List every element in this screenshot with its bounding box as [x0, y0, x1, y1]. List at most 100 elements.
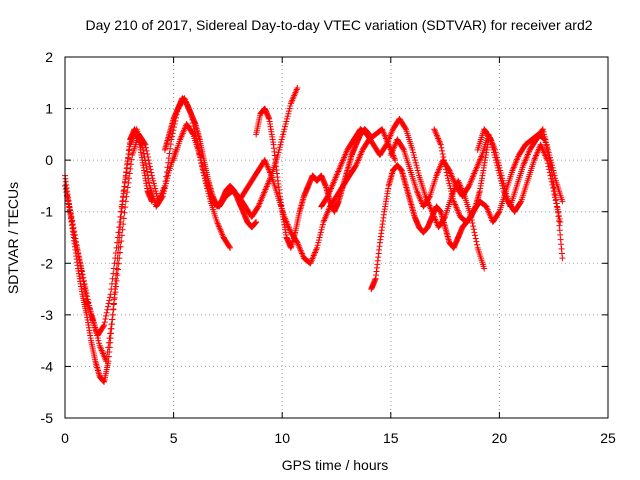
interp-point [111, 260, 118, 267]
interp-point [123, 193, 130, 200]
interp-point [446, 180, 453, 187]
interp-point [113, 283, 120, 290]
interp-point [445, 177, 452, 184]
interp-point [64, 196, 71, 203]
interp-point [280, 131, 287, 138]
interp-point [128, 161, 135, 168]
interp-point [493, 159, 500, 166]
interp-point [118, 238, 125, 245]
interp-point [140, 150, 147, 157]
interp-point [547, 157, 554, 164]
data-point [559, 198, 566, 205]
interp-point [441, 157, 448, 164]
interp-point [442, 166, 449, 173]
interp-point [426, 194, 433, 201]
interp-point [91, 322, 98, 329]
interp-point [319, 221, 326, 228]
interp-point [127, 165, 134, 172]
data-point [546, 151, 553, 158]
plot-frame [64, 56, 609, 419]
data-point [274, 151, 281, 158]
interp-point [277, 141, 284, 148]
interp-point [446, 182, 453, 189]
data-point [148, 172, 155, 179]
interp-point [201, 172, 208, 179]
interp-point [500, 185, 507, 192]
interp-point [282, 123, 289, 130]
interp-point [197, 154, 204, 161]
interp-point [496, 170, 503, 177]
interp-point [146, 179, 153, 186]
interp-point [414, 167, 421, 174]
interp-point [94, 332, 101, 339]
interp-point [94, 335, 101, 342]
interp-point [472, 232, 479, 239]
tick-labels-layer: 0 5 10 15 20 25 -5 -4 -3 -2 -1 0 1 2 [41, 49, 616, 446]
series-track-8 [318, 115, 488, 272]
y-tick-label: 1 [45, 101, 53, 117]
interp-point [411, 154, 418, 161]
interp-point [83, 292, 90, 299]
interp-point [121, 209, 128, 216]
series-track-10 [387, 131, 564, 226]
interp-point [275, 149, 282, 156]
interp-point [119, 193, 126, 200]
data-point [294, 84, 301, 91]
x-tick-label: 5 [170, 430, 178, 446]
y-tick-label: -3 [41, 307, 54, 323]
interp-point [109, 316, 116, 323]
interp-point [254, 204, 261, 211]
interp-point [410, 149, 417, 156]
interp-point [550, 170, 557, 177]
data-point [253, 219, 260, 226]
interp-point [278, 139, 285, 146]
interp-point [495, 209, 502, 216]
interp-point [105, 344, 112, 351]
data-point [539, 126, 546, 133]
interp-point [65, 200, 72, 207]
interp-point [112, 289, 119, 296]
interp-point [166, 150, 173, 157]
interp-point [142, 157, 149, 164]
interp-point [120, 221, 127, 228]
interp-point [439, 150, 446, 157]
interp-point [123, 169, 130, 176]
interp-point [317, 229, 324, 236]
interp-point [100, 323, 107, 330]
interp-point [293, 238, 300, 245]
interp-point [492, 157, 499, 164]
interp-point [146, 160, 153, 167]
interp-point [488, 139, 495, 146]
interp-point [118, 208, 125, 215]
interp-point [103, 353, 110, 360]
interp-point [113, 244, 120, 251]
interp-point [276, 146, 283, 153]
interp-point [71, 232, 78, 239]
interp-point [496, 172, 503, 179]
interp-point [92, 324, 99, 331]
interp-point [542, 136, 549, 143]
interp-point [92, 327, 99, 334]
interp-point [470, 223, 477, 230]
interp-point [449, 193, 456, 200]
interp-point [283, 118, 290, 125]
interp-point [143, 147, 150, 154]
interp-point [489, 144, 496, 151]
interp-point [110, 306, 117, 313]
interp-point [471, 229, 478, 236]
interp-point [68, 218, 75, 225]
interp-point [448, 188, 455, 195]
interp-point [199, 162, 206, 169]
interp-point [541, 131, 548, 138]
interp-point [63, 189, 70, 196]
interp-point [545, 149, 552, 156]
interp-point [107, 325, 114, 332]
interp-point [119, 226, 126, 233]
interp-point [287, 102, 294, 109]
interp-point [95, 337, 102, 344]
interp-point [105, 300, 112, 307]
interp-point [109, 275, 116, 282]
x-axis-label: GPS time / hours [282, 457, 389, 473]
interp-point [72, 238, 79, 245]
series-track-3 [64, 95, 234, 365]
